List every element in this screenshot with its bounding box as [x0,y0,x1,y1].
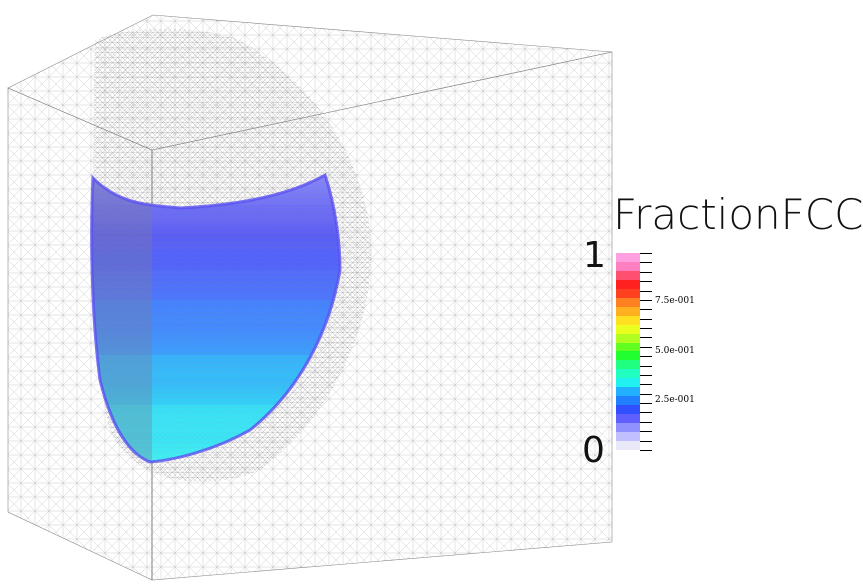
colorbar-tick [640,337,652,339]
colorbar-band [616,396,640,406]
colorbar-band [616,387,640,397]
colorbar-band [616,324,640,334]
colorbar-tick [640,440,652,442]
colorbar-ticks [640,253,654,451]
legend-min-label: 0 [582,430,605,471]
colorbar-tick [640,346,652,348]
colorbar-tick [640,290,652,292]
colorbar-band [616,351,640,361]
colorbar-band [616,253,640,262]
colorbar-tick [640,281,652,283]
colorbar-tick [640,328,652,330]
colorbar-tick [640,412,652,414]
colorbar-tick [640,253,652,254]
colorbar-band [616,306,640,316]
colorbar-band [616,360,640,370]
colorbar-tick-label: 5.0e-001 [655,345,695,356]
colorbar-tick [640,271,652,273]
legend-max-label: 1 [583,235,606,276]
colorbar-band [616,315,640,325]
colorbar-band [616,423,640,433]
colorbar-tick [640,384,652,386]
colorbar-band [616,441,640,450]
colorbar-band [616,378,640,388]
colorbar-band [616,369,640,379]
colorbar-band [616,342,640,352]
legend-title: FractionFCC_ [613,190,863,239]
colorbar-tick [640,365,652,367]
colorbar-tick-label: 7.5e-001 [655,296,695,307]
colorbar-band [616,261,640,271]
colorbar-tick [640,450,652,451]
colorbar-band [616,279,640,289]
colorbar-band [616,288,640,298]
colorbar-tick [640,431,652,433]
colorbar-tick [640,393,652,395]
colorbar-tick [640,262,652,264]
colorbar-band [616,405,640,415]
colorbar-tick-label: 2.5e-001 [655,394,695,405]
colorbar-band [616,270,640,280]
colorbar-tick [640,403,652,405]
colorbar-band [616,432,640,442]
colorbar-tick [640,318,652,320]
colorbar-band [616,414,640,424]
colorbar-band [616,297,640,307]
colorbar [616,253,640,450]
colorbar-band [616,333,640,343]
colorbar-tick [640,356,652,358]
colorbar-tick [640,374,652,376]
colorbar-tick [640,299,652,301]
colorbar-tick [640,421,652,423]
colorbar-tick [640,309,652,311]
